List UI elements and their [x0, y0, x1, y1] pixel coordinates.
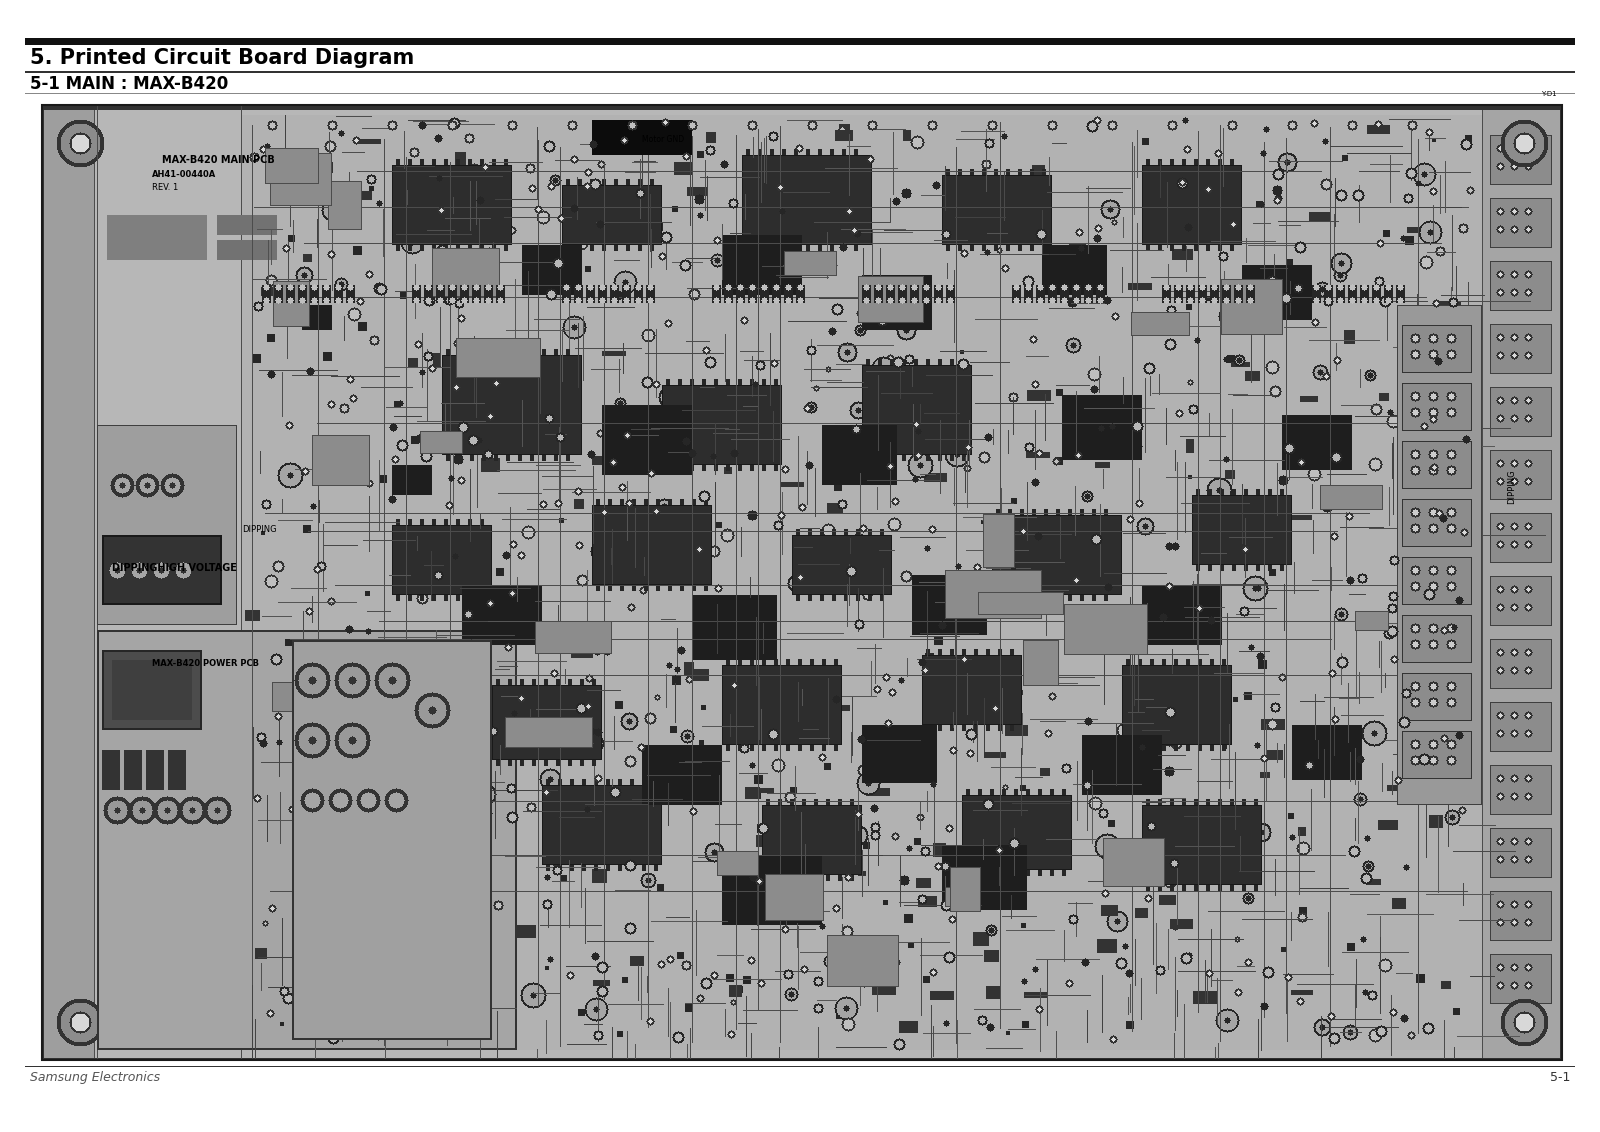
Text: Samsung Electronics: Samsung Electronics	[30, 1071, 160, 1084]
Text: AH41-00440A: AH41-00440A	[152, 170, 216, 179]
Bar	[26, 1066, 1574, 1067]
Text: 5-1 MAIN : MAX-B420: 5-1 MAIN : MAX-B420	[30, 75, 229, 93]
Text: 5-1: 5-1	[1550, 1071, 1570, 1084]
Text: MAX-B420 POWER PCB: MAX-B420 POWER PCB	[152, 659, 259, 668]
Text: Y-D1: Y-D1	[1541, 91, 1557, 97]
Bar	[26, 71, 1574, 72]
Text: Motor GND: Motor GND	[642, 135, 685, 144]
Bar	[42, 105, 1562, 1060]
Text: DIPPING: DIPPING	[242, 525, 277, 534]
Text: MAX-B420 MAIN PCB: MAX-B420 MAIN PCB	[162, 155, 275, 165]
Bar	[26, 38, 1574, 45]
Text: REV. 1: REV. 1	[152, 183, 178, 192]
Text: DIPPING: DIPPING	[1507, 470, 1517, 505]
Text: 5. Printed Circuit Board Diagram: 5. Printed Circuit Board Diagram	[30, 48, 414, 68]
Text: DIPPINGHIGH VOLTAGE: DIPPINGHIGH VOLTAGE	[112, 563, 237, 573]
